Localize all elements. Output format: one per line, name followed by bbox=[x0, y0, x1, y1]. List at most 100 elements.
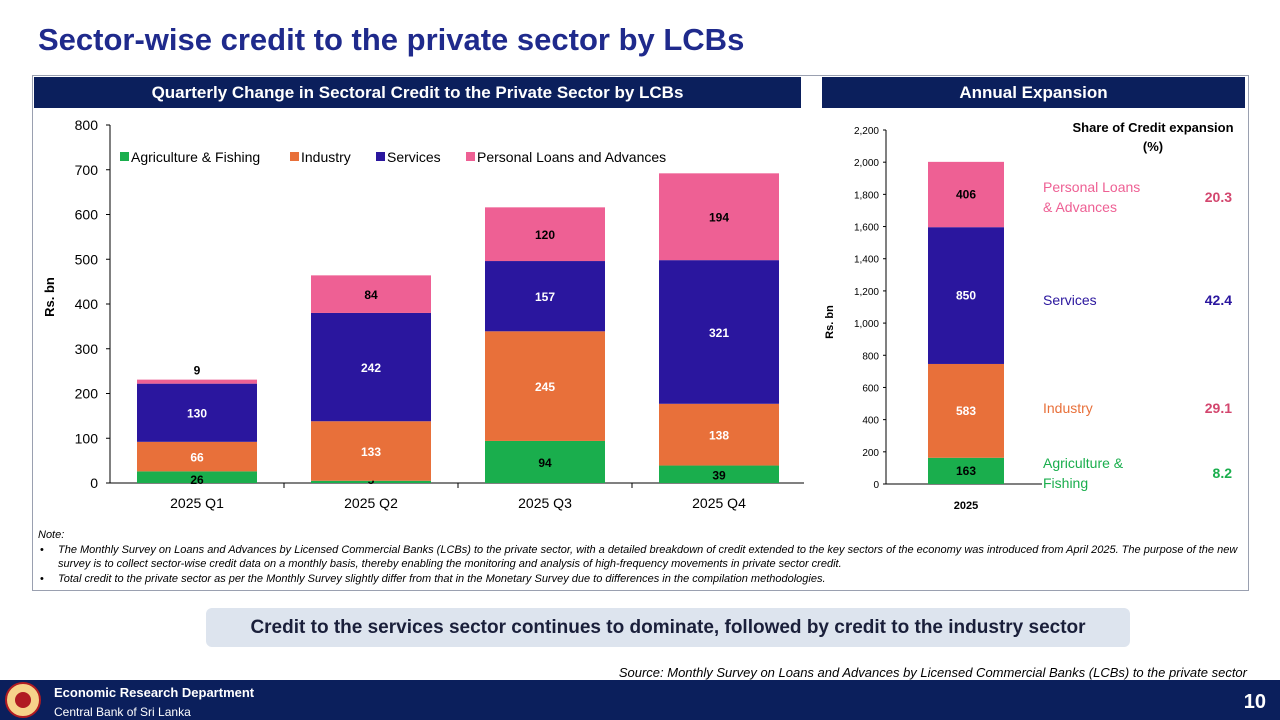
y-tick-label: 600 bbox=[862, 383, 879, 394]
y-tick-label: 800 bbox=[862, 351, 879, 362]
content-frame bbox=[32, 75, 1249, 591]
quarterly-stacked-bar-chart: 0 100 200 300 400 500 600 700 800 Rs. bn Agricultu… bbox=[42, 117, 804, 511]
bar-segment bbox=[311, 421, 431, 481]
share-value: 20.3 bbox=[1205, 189, 1232, 205]
bar-segment bbox=[311, 480, 431, 483]
share-sector-label: Fishing bbox=[1043, 475, 1088, 491]
source-note: Source: Monthly Survey on Loans and Adva… bbox=[618, 665, 1247, 680]
share-value: 8.2 bbox=[1213, 465, 1233, 481]
y-tick-label: 600 bbox=[75, 207, 99, 223]
annual-chart-header: Annual Expansion bbox=[822, 77, 1245, 108]
page-number: 10 bbox=[1243, 691, 1266, 713]
bar-segment bbox=[659, 403, 779, 466]
data-label: 138 bbox=[709, 429, 729, 443]
y-tick-label: 0 bbox=[873, 480, 879, 491]
share-value: 29.1 bbox=[1205, 400, 1232, 416]
bar-segment bbox=[485, 331, 605, 441]
y-tick-label: 500 bbox=[75, 251, 99, 267]
y-tick-label: 800 bbox=[75, 117, 99, 133]
bar-segment bbox=[485, 261, 605, 332]
key-message-callout: Credit to the services sector continues … bbox=[206, 608, 1130, 647]
data-label: 26 bbox=[190, 473, 204, 487]
data-label: 130 bbox=[187, 407, 207, 421]
data-label: 133 bbox=[361, 445, 381, 459]
bar-segment bbox=[485, 207, 605, 262]
share-sector-label: Agriculture & bbox=[1043, 455, 1124, 471]
bar-segment bbox=[137, 471, 257, 483]
x-tick-label: 2025 Q2 bbox=[344, 495, 398, 511]
note-item: Total credit to the private sector as pe… bbox=[38, 572, 1238, 587]
y-tick-label: 1,600 bbox=[854, 223, 879, 234]
cbsl-logo-icon bbox=[5, 682, 41, 718]
bar-segment bbox=[311, 312, 431, 422]
annual-stacked-bar-chart: 0 200 400 600 800 1,000 1,200 1,400 1,600 1,800 2,… bbox=[824, 120, 1234, 512]
legend-label: Agriculture & Fishing bbox=[131, 149, 260, 165]
y-tick-label: 1,000 bbox=[854, 319, 879, 330]
data-label: 321 bbox=[709, 326, 729, 340]
y-tick-label: 400 bbox=[75, 296, 99, 312]
bar-segment bbox=[137, 379, 257, 384]
legend-swatch bbox=[376, 152, 385, 161]
note-label: Note: bbox=[38, 529, 65, 541]
legend-swatch bbox=[290, 152, 299, 161]
data-label: 194 bbox=[709, 211, 729, 225]
bar-segment bbox=[928, 457, 1004, 484]
data-label: 245 bbox=[535, 380, 555, 394]
page-title: Sector-wise credit to the private sector… bbox=[38, 22, 745, 57]
y-axis-title: Rs. bn bbox=[824, 305, 836, 339]
share-sector-label: Personal Loans bbox=[1043, 179, 1140, 195]
y-tick-label: 2,200 bbox=[854, 126, 879, 137]
legend-label: Personal Loans and Advances bbox=[477, 149, 666, 165]
bar-segment bbox=[928, 363, 1004, 458]
data-label: 94 bbox=[538, 456, 552, 470]
bar-segment bbox=[928, 227, 1004, 364]
x-tick-label: 2025 Q4 bbox=[692, 495, 746, 511]
share-sector-label: & Advances bbox=[1043, 199, 1117, 215]
share-value: 42.4 bbox=[1205, 292, 1232, 308]
legend-label: Services bbox=[387, 149, 441, 165]
share-title: (%) bbox=[1143, 139, 1163, 154]
bar-segment bbox=[928, 161, 1004, 228]
footer-bank-name: Central Bank of Sri Lanka bbox=[54, 705, 191, 719]
y-tick-label: 1,200 bbox=[854, 287, 879, 298]
y-tick-label: 200 bbox=[862, 448, 879, 459]
y-tick-label: 400 bbox=[862, 416, 879, 427]
x-tick-label: 2025 bbox=[954, 500, 978, 512]
quarterly-chart-header: Quarterly Change in Sectoral Credit to t… bbox=[34, 77, 801, 108]
data-label: 163 bbox=[956, 464, 976, 478]
data-label: 406 bbox=[956, 188, 976, 202]
y-tick-label: 700 bbox=[75, 162, 99, 178]
data-label: 583 bbox=[956, 404, 976, 418]
y-tick-label: 200 bbox=[75, 386, 99, 402]
bar-segment bbox=[137, 441, 257, 472]
y-tick-label: 1,400 bbox=[854, 255, 879, 266]
y-tick-label: 300 bbox=[75, 341, 99, 357]
y-tick-label: 100 bbox=[75, 430, 99, 446]
data-label: 850 bbox=[956, 289, 976, 303]
share-title: Share of Credit expansion bbox=[1072, 120, 1233, 135]
notes-section: Note: The Monthly Survey on Loans and Ad… bbox=[38, 528, 1238, 586]
data-label: 242 bbox=[361, 361, 381, 375]
y-tick-label: 1,800 bbox=[854, 190, 879, 201]
y-tick-label: 2,000 bbox=[854, 158, 879, 169]
share-sector-label: Services bbox=[1043, 292, 1097, 308]
data-label: 66 bbox=[190, 451, 204, 465]
footer-bar: Economic Research Department Central Ban… bbox=[0, 680, 1280, 720]
bar-segment bbox=[485, 440, 605, 483]
y-axis-title: Rs. bn bbox=[42, 277, 57, 317]
data-label: 120 bbox=[535, 228, 555, 242]
x-tick-label: 2025 Q3 bbox=[518, 495, 572, 511]
bar-segment bbox=[659, 465, 779, 483]
footer-department: Economic Research Department bbox=[54, 685, 255, 700]
legend-swatch bbox=[120, 152, 129, 161]
bar-segment bbox=[659, 173, 779, 261]
data-label: 157 bbox=[535, 290, 555, 304]
legend-swatch bbox=[466, 152, 475, 161]
bar-segment bbox=[311, 275, 431, 313]
data-label: 84 bbox=[364, 288, 378, 302]
bar-segment bbox=[137, 383, 257, 442]
data-label: 9 bbox=[194, 364, 201, 378]
data-label: 39 bbox=[712, 468, 726, 482]
x-tick-label: 2025 Q1 bbox=[170, 495, 224, 511]
y-tick-label: 0 bbox=[90, 475, 98, 491]
